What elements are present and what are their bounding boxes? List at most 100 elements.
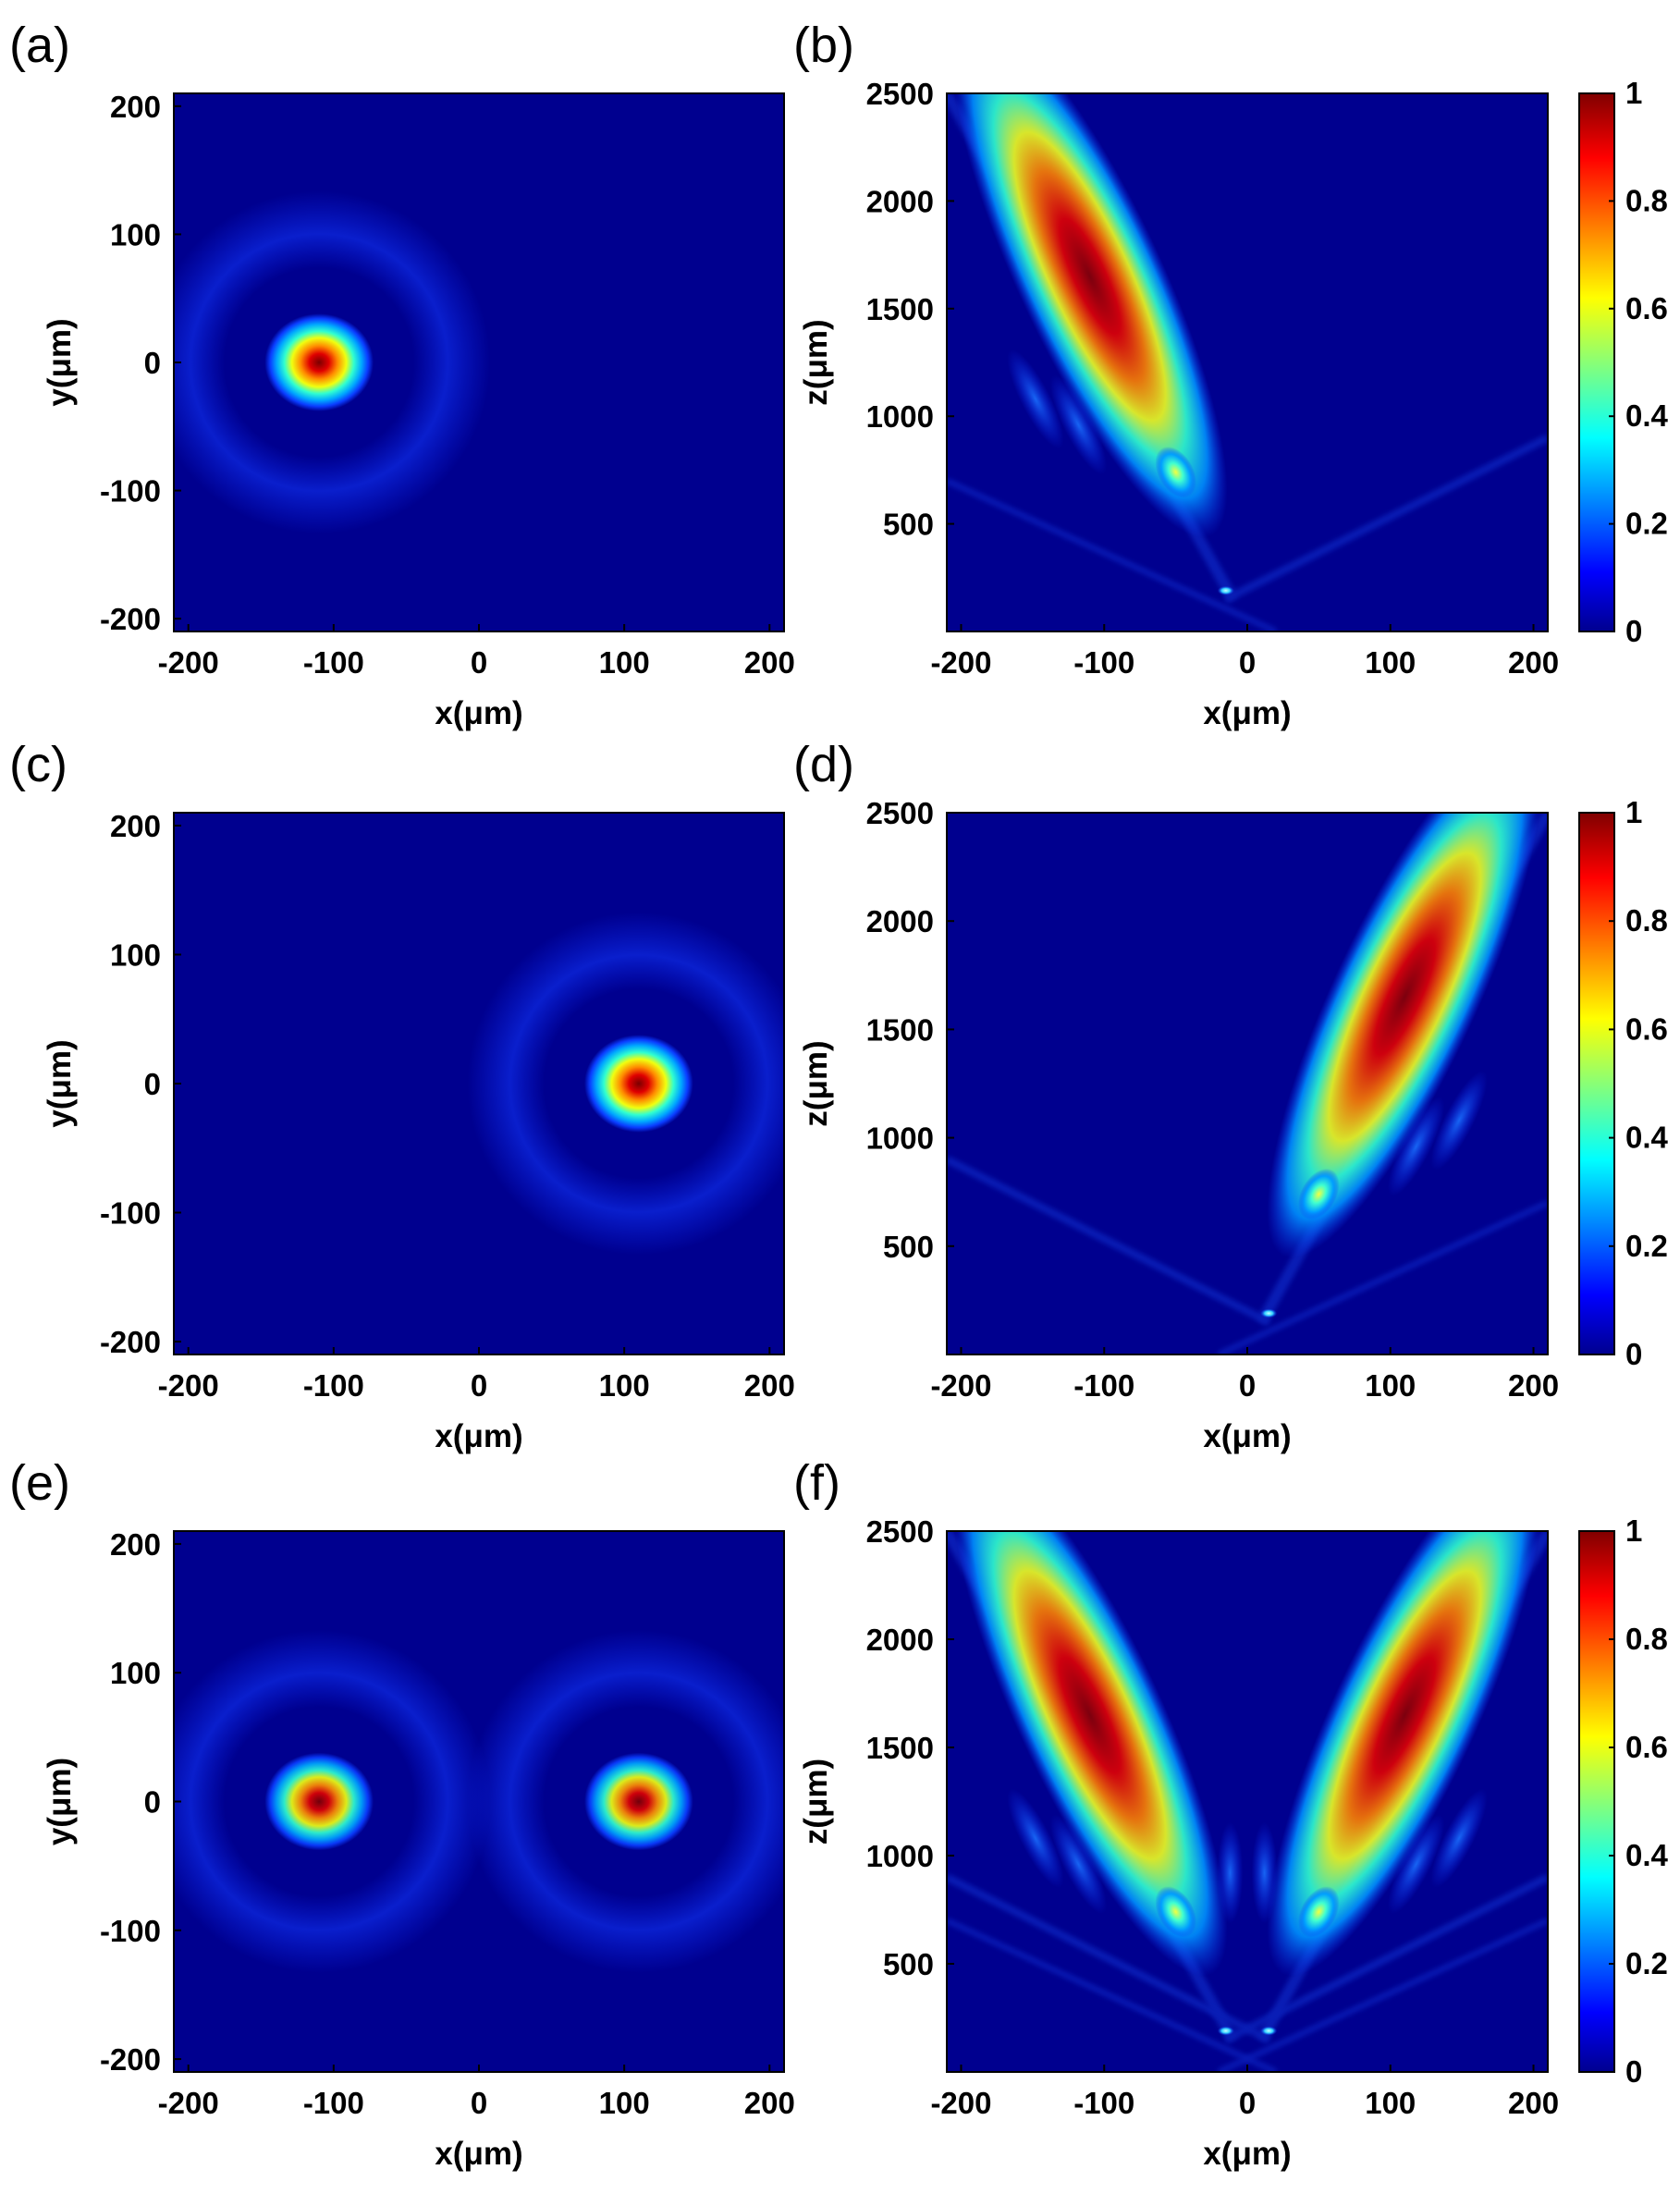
- y-axis-label: z(μm): [798, 319, 834, 405]
- colorbar-tick-label: 0: [1625, 2054, 1642, 2089]
- y-tick-label: 2500: [866, 1514, 934, 1549]
- colorbar-tick-label: 0.6: [1625, 1011, 1668, 1046]
- y-tick-label: -200: [100, 602, 161, 636]
- y-tick-label: 500: [883, 1947, 934, 1981]
- y-tick-label: 200: [110, 1527, 161, 1562]
- panel-c: -200 -100 0 100 200 200 100 0 -100 -200 x(μm) y(μm)…: [9, 737, 795, 1454]
- colorbar-tick-label: 0.2: [1625, 507, 1668, 541]
- x-axis-label: x(μm): [1203, 695, 1291, 731]
- x-tick-label: 100: [599, 2086, 650, 2120]
- intensity-spot: [264, 1752, 374, 1851]
- colorbar-tick-label: 1: [1625, 795, 1642, 829]
- y-tick-label: 200: [110, 809, 161, 843]
- x-tick-label: 0: [1239, 645, 1256, 680]
- colorbar-tick-label: 0: [1625, 614, 1642, 648]
- x-tick-label: -100: [303, 645, 364, 680]
- x-tick-label: 0: [1239, 2086, 1256, 2120]
- colorbar-tick-label: 0.4: [1625, 1838, 1669, 1872]
- side-lobe: [1387, 1097, 1445, 1196]
- x-tick-label: -200: [930, 2086, 991, 2120]
- panel-label: (c): [9, 737, 67, 792]
- intensity-field: [947, 93, 1548, 631]
- y-tick-label: 200: [110, 90, 161, 124]
- colorbar: 1 0.8 0.6 0.4 0.2 0: [1578, 1514, 1669, 2089]
- intensity-field: [947, 813, 1548, 1354]
- y-tick-label: 1500: [866, 1012, 934, 1047]
- streak: [947, 1918, 1278, 2072]
- main-lobe: [951, 93, 1228, 538]
- y-tick-label: 100: [110, 1656, 161, 1690]
- x-tick-label: 200: [1508, 2086, 1559, 2120]
- y-tick-label: 2500: [866, 77, 934, 111]
- x-tick-label: 200: [744, 2086, 795, 2120]
- colorbar-scale: [1578, 812, 1615, 1355]
- x-axis-label: x(μm): [435, 1418, 522, 1454]
- panel-label: (b): [793, 18, 854, 73]
- y-tick-label: 100: [110, 938, 161, 972]
- focus-spot: [1217, 585, 1234, 595]
- streak: [1223, 434, 1548, 603]
- y-tick-label: 500: [883, 508, 934, 542]
- y-axis-label: y(μm): [42, 318, 78, 406]
- y-axis-label: y(μm): [42, 1758, 78, 1845]
- panel-e: -200 -100 0 100 200 200 100 0 -100 -200 x(μm) y(μm)…: [9, 1455, 795, 2172]
- x-tick-label: 100: [599, 1368, 650, 1403]
- panel-d: 1 0.8 0.6 0.4 0.2 0 -200 -100 0 100 200 2500 2000 150…: [793, 737, 1669, 1454]
- y-tick-label: 1500: [866, 1731, 934, 1765]
- panel-label: (f): [793, 1455, 840, 1511]
- y-tick-label: -200: [100, 2042, 161, 2077]
- y-tick-label: -100: [100, 1914, 161, 1948]
- colorbar-tick-label: 0.6: [1625, 291, 1668, 325]
- colorbar-tick-label: 0.2: [1625, 1229, 1668, 1263]
- x-tick-label: -200: [930, 1368, 991, 1403]
- colorbar: 1 0.8 0.6 0.4 0.2 0: [1578, 76, 1669, 648]
- x-tick-label: -100: [1073, 2086, 1134, 2120]
- colorbar-tick-label: 0.8: [1625, 903, 1668, 938]
- x-axis-label: x(μm): [1203, 1418, 1291, 1454]
- x-axis-label: x(μm): [1203, 2136, 1291, 2172]
- x-tick-label: 100: [599, 645, 650, 680]
- x-tick-label: -100: [303, 1368, 364, 1403]
- focus-spot: [1260, 1308, 1278, 1318]
- panel-f: 1 0.8 0.6 0.4 0.2 0 -200 -100 0 100 200 2500 2000 150…: [793, 1455, 1669, 2172]
- secondary-lobe: [1155, 447, 1196, 498]
- side-lobe: [1007, 349, 1064, 449]
- side-lobe: [1430, 1788, 1488, 1889]
- main-lobe: [1267, 1531, 1543, 1977]
- x-axis-label: x(μm): [435, 695, 522, 731]
- x-tick-label: 0: [1239, 1368, 1256, 1403]
- secondary-lobe: [1298, 1168, 1340, 1220]
- x-tick-label: -200: [158, 645, 219, 680]
- panel-a: -200 -100 0 100 200 200 100 0 -100 -200 x(μm) y(μm)…: [9, 18, 795, 731]
- y-tick-label: 1000: [866, 1839, 934, 1873]
- panel-b: 1 0.8 0.6 0.4 0.2 0 -200 -100 0 100 200 2500 2000 150…: [793, 18, 1669, 731]
- streak: [1217, 1918, 1548, 2072]
- y-tick-label: 2000: [866, 904, 934, 938]
- y-tick-label: 100: [110, 217, 161, 251]
- y-axis-label: y(μm): [42, 1039, 78, 1127]
- x-tick-label: 200: [1508, 645, 1559, 680]
- side-lobe: [1049, 1814, 1108, 1915]
- streak: [947, 1873, 1271, 2043]
- intensity-spot: [264, 313, 374, 411]
- x-tick-label: 100: [1365, 645, 1416, 680]
- focus-spot: [1260, 2026, 1278, 2036]
- intensity-spot: [584, 1752, 693, 1851]
- intensity-field: [174, 190, 491, 534]
- y-tick-label: -200: [100, 1325, 161, 1359]
- intensity-spot: [584, 1035, 693, 1133]
- y-axis-label: z(μm): [798, 1040, 834, 1126]
- x-tick-label: 100: [1365, 2086, 1416, 2120]
- main-lobe: [951, 1531, 1228, 1977]
- y-tick-label: 1000: [866, 1122, 934, 1156]
- x-tick-label: 0: [471, 645, 487, 680]
- y-tick-label: 2000: [866, 1623, 934, 1657]
- y-tick-label: -100: [100, 474, 161, 509]
- side-lobe: [1007, 1788, 1064, 1889]
- streak: [947, 478, 1278, 631]
- x-tick-label: -200: [930, 645, 991, 680]
- colorbar-scale: [1578, 92, 1615, 632]
- colorbar-tick-label: 0.4: [1625, 1121, 1669, 1155]
- side-lobe: [1387, 1814, 1445, 1915]
